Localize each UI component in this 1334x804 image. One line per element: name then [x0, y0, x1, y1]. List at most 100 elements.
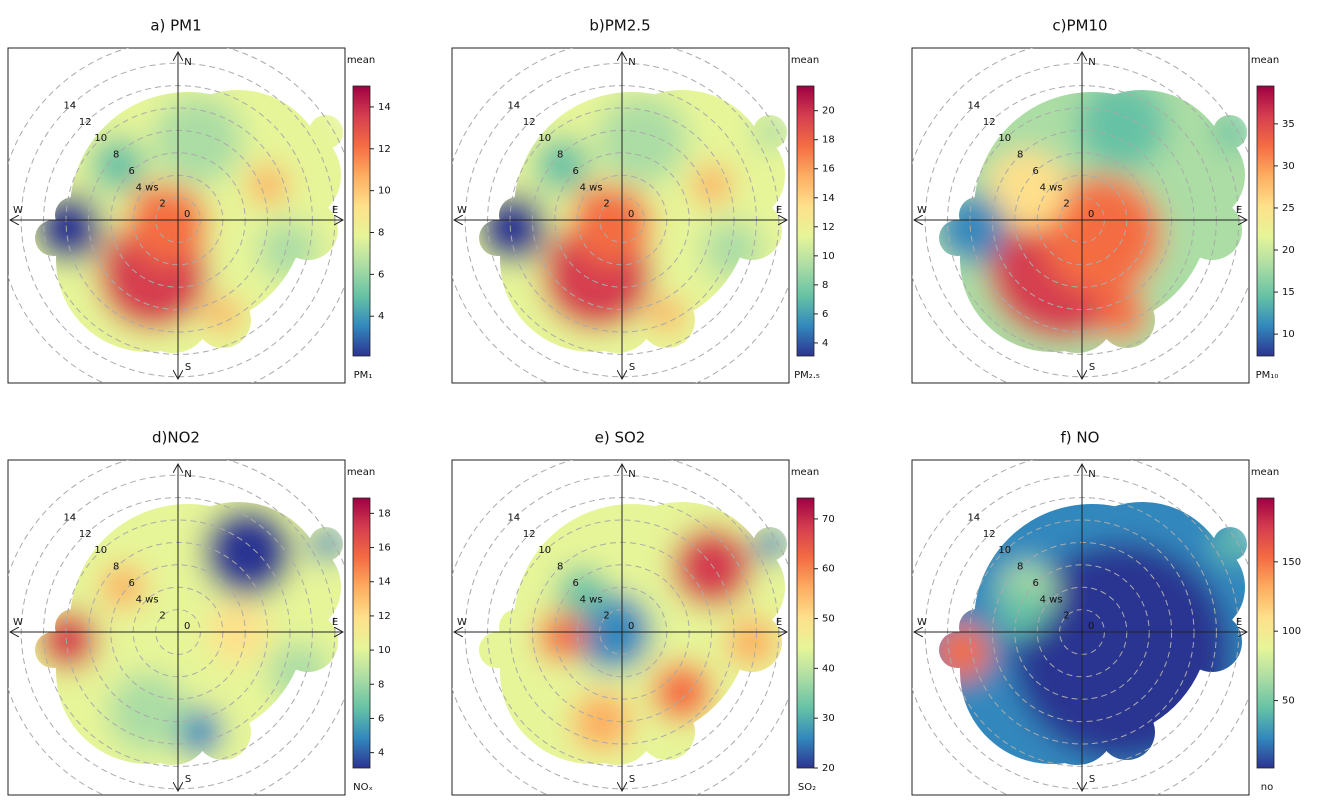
colorbar-tick-label: 14	[378, 102, 391, 113]
panel-title: c)PM10	[1052, 17, 1107, 35]
ring-label: 4 ws	[580, 594, 603, 605]
colorbar	[1256, 497, 1275, 769]
direction-label: E	[776, 617, 782, 628]
ring-label: 12	[523, 529, 536, 540]
colorbar-tick-label: 14	[378, 577, 391, 588]
ring-label: 10	[998, 545, 1011, 556]
colorbar-tick-label: 8	[378, 228, 384, 239]
colorbar-tick-label: 50	[822, 614, 835, 625]
ring-label: 4 ws	[580, 182, 603, 193]
colorbar-title: mean	[1251, 55, 1279, 66]
colorbar-tick-label: 20	[822, 106, 835, 117]
ring-label: 2	[603, 611, 609, 622]
ring-label: 12	[983, 529, 996, 540]
direction-label: S	[629, 774, 635, 785]
ring-label: 8	[557, 562, 563, 573]
colorbar-tick-label: 10	[378, 186, 391, 197]
ring-label: 2	[159, 611, 165, 622]
ring-label: 12	[983, 117, 996, 128]
ring-label: 4 ws	[136, 182, 159, 193]
colorbar-tick-label: 8	[822, 280, 828, 291]
ring-label: 12	[79, 529, 92, 540]
colorbar-label: NOₓ	[353, 782, 373, 793]
colorbar-tick-label: 60	[822, 564, 835, 575]
direction-label: W	[917, 617, 927, 628]
direction-label: S	[185, 362, 191, 373]
origin-label: 0	[184, 209, 190, 220]
ring-label: 14	[967, 101, 980, 112]
ring-label: 8	[1017, 562, 1023, 573]
direction-label: W	[457, 617, 467, 628]
colorbar	[1256, 85, 1275, 357]
colorbar-tick-label: 50	[1282, 696, 1295, 707]
colorbar-tick-label: 25	[1282, 203, 1295, 214]
colorbar-tick-label: 12	[822, 222, 835, 233]
panel-title: a) PM1	[150, 17, 201, 35]
colorbar-tick-label: 20	[822, 763, 835, 774]
colorbar-tick-label: 6	[378, 269, 384, 280]
ring-label: 10	[94, 133, 107, 144]
colorbar-tick-label: 4	[822, 338, 828, 349]
ring-label: 8	[557, 150, 563, 161]
origin-label: 0	[628, 621, 634, 632]
colorbar-tick-label: 10	[378, 645, 391, 656]
direction-label: N	[628, 57, 635, 68]
colorbar-tick-label: 30	[822, 713, 835, 724]
colorbar-tick-label: 30	[1282, 161, 1295, 172]
direction-label: W	[917, 205, 927, 216]
panel-title: e) SO2	[595, 429, 646, 447]
colorbar-title: mean	[347, 55, 375, 66]
direction-label: N	[1088, 57, 1095, 68]
colorbar-tick-label: 16	[822, 164, 835, 175]
colorbar-label: PM₂.₅	[794, 370, 820, 381]
ring-label: 10	[94, 545, 107, 556]
colorbar-title: mean	[1251, 467, 1279, 478]
ring-label: 2	[1063, 199, 1069, 210]
direction-label: E	[332, 617, 338, 628]
direction-label: E	[1236, 617, 1242, 628]
colorbar-label: SO₂	[798, 782, 816, 793]
colorbar-tick-label: 40	[822, 663, 835, 674]
colorbar-tick-label: 6	[822, 309, 828, 320]
ring-label: 8	[1017, 150, 1023, 161]
colorbar-label: PM₁₀	[1256, 370, 1279, 381]
ring-label: 6	[572, 578, 578, 589]
ring-label: 8	[113, 150, 119, 161]
direction-label: W	[13, 205, 23, 216]
direction-label: E	[776, 205, 782, 216]
ring-label: 4 ws	[136, 594, 159, 605]
direction-label: S	[1089, 774, 1095, 785]
colorbar-tick-label: 20	[1282, 245, 1295, 256]
colorbar-title: mean	[791, 55, 819, 66]
ring-label: 6	[572, 166, 578, 177]
direction-label: W	[457, 205, 467, 216]
direction-label: W	[13, 617, 23, 628]
ring-label: 10	[538, 545, 551, 556]
ring-label: 6	[128, 166, 134, 177]
colorbar	[796, 497, 815, 769]
colorbar-tick-label: 100	[1282, 626, 1301, 637]
ring-label: 14	[507, 513, 520, 524]
colorbar-tick-label: 15	[1282, 287, 1295, 298]
ring-label: 14	[967, 513, 980, 524]
colorbar	[796, 85, 815, 357]
ring-label: 12	[523, 117, 536, 128]
ring-label: 8	[113, 562, 119, 573]
colorbar	[352, 85, 371, 357]
colorbar-title: mean	[791, 467, 819, 478]
colorbar	[352, 497, 371, 769]
ring-label: 14	[507, 101, 520, 112]
ring-label: 2	[603, 199, 609, 210]
colorbar-tick-label: 6	[378, 713, 384, 724]
colorbar-tick-label: 14	[822, 193, 835, 204]
colorbar-tick-label: 12	[378, 144, 391, 155]
direction-label: E	[332, 205, 338, 216]
colorbar-tick-label: 10	[822, 251, 835, 262]
colorbar-label: no	[1261, 782, 1273, 793]
ring-label: 12	[79, 117, 92, 128]
